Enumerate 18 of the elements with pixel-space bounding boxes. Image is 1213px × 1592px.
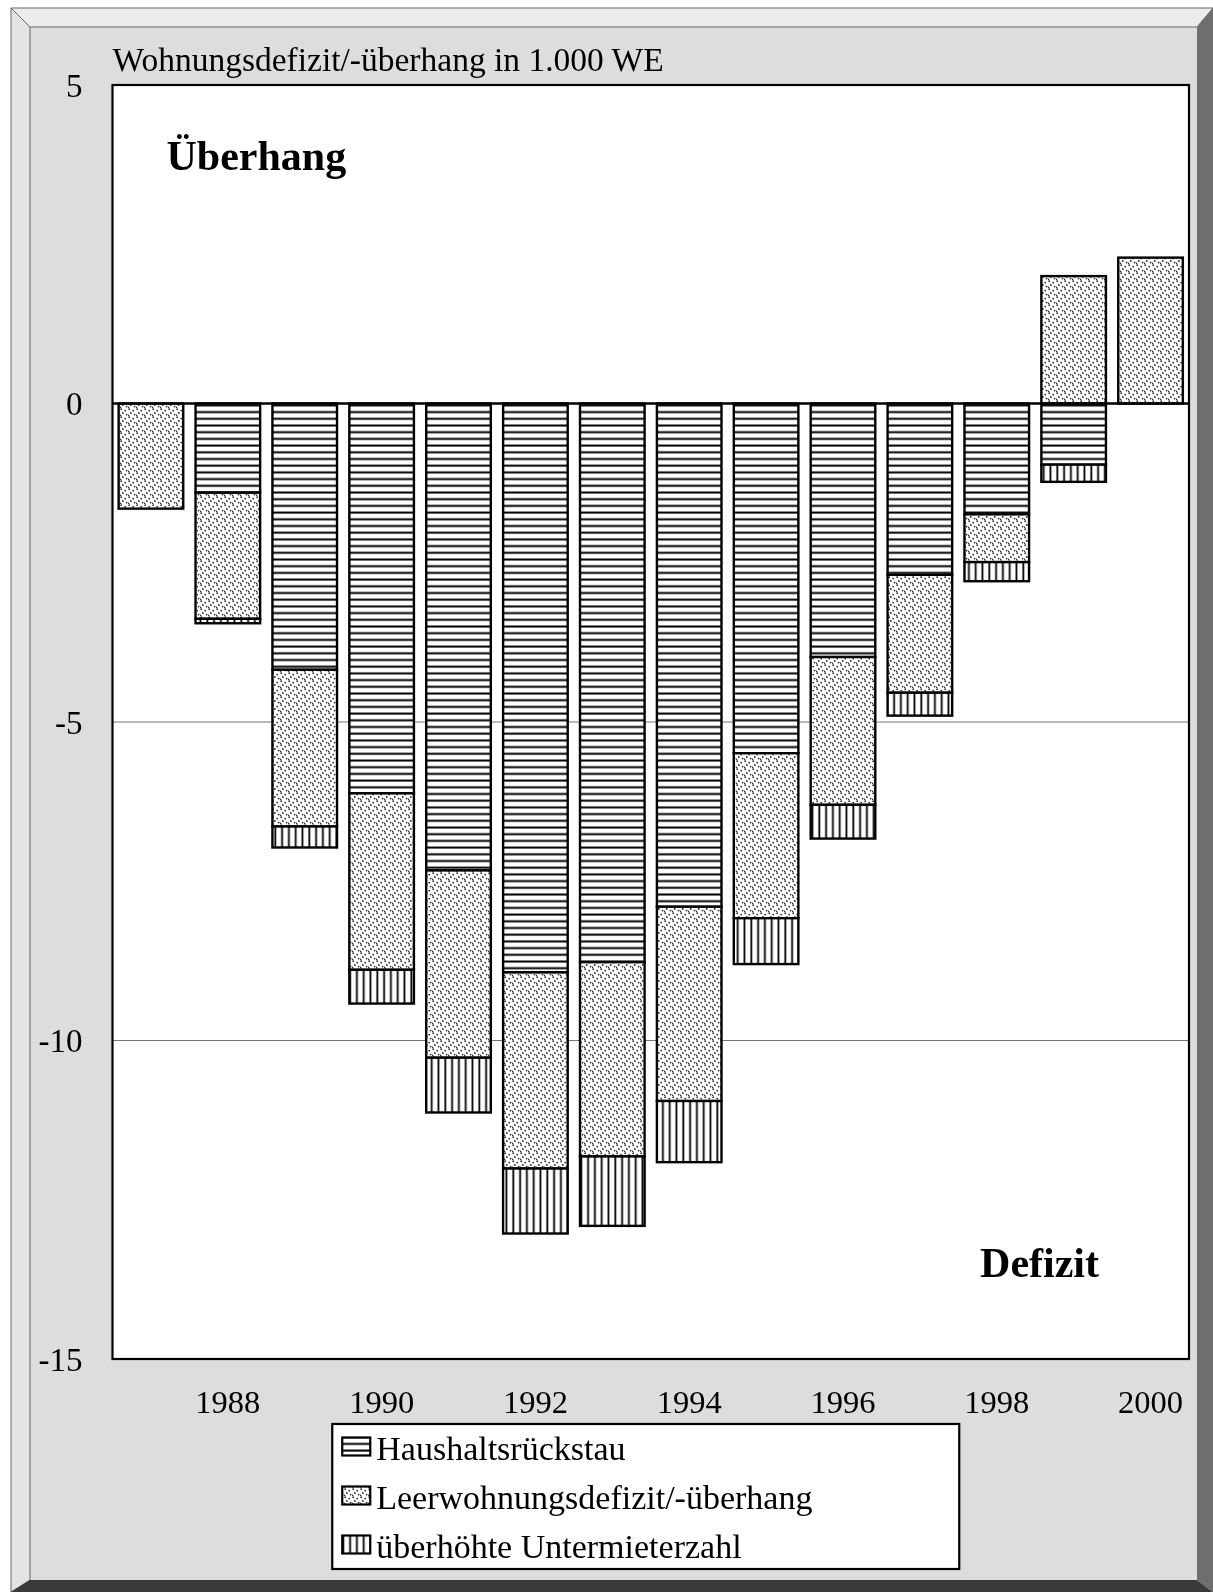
- x-tick-label: 1992: [502, 1384, 568, 1420]
- legend-label: Leerwohnungsdefizit/-überhang: [376, 1479, 813, 1516]
- y-tick-label: 0: [66, 386, 83, 423]
- x-tick-label: 1990: [349, 1384, 415, 1420]
- annotation: Defizit: [980, 1240, 1099, 1286]
- x-tick-label: 1994: [656, 1384, 722, 1420]
- x-tick-label: 2000: [1118, 1384, 1184, 1420]
- y-tick-label: -15: [38, 1341, 83, 1378]
- y-tick-label: -5: [55, 704, 83, 741]
- legend-label: überhöhte Untermieterzahl: [376, 1528, 742, 1565]
- y-tick-label: 5: [66, 67, 83, 104]
- y-axis-title: Wohnungsdefizit/-überhang in 1.000 WE: [112, 41, 664, 78]
- y-tick-label: -10: [38, 1023, 83, 1060]
- annotation: Überhang: [166, 133, 347, 179]
- x-tick-label: 1988: [195, 1384, 261, 1420]
- x-tick-label: 1996: [810, 1384, 876, 1420]
- x-tick-label: 1998: [964, 1384, 1030, 1420]
- legend-label: Haushaltsrückstau: [376, 1430, 626, 1467]
